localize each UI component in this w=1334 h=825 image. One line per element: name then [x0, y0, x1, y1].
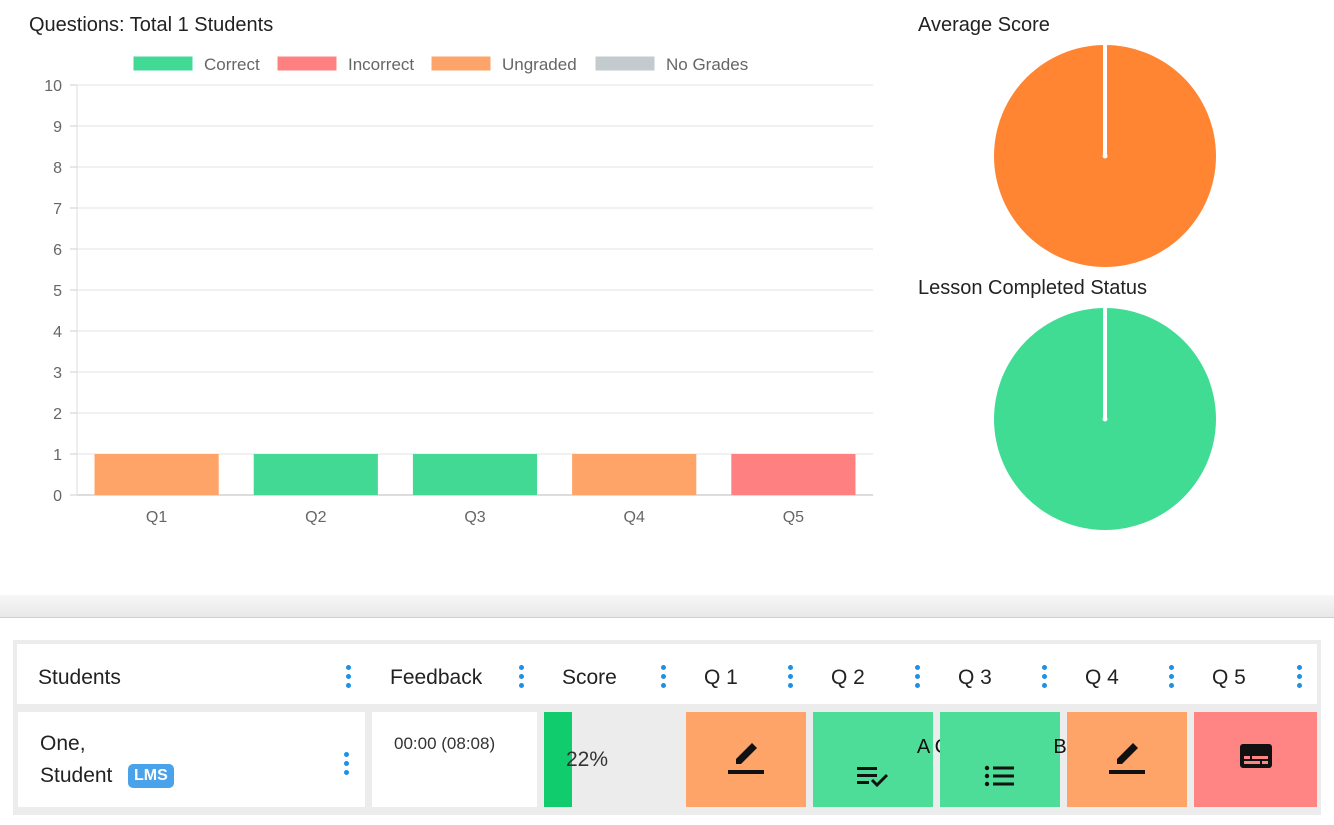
header-score[interactable]: Score [539, 644, 685, 704]
legend-label-incorrect: Incorrect [348, 55, 414, 74]
score-menu-icon[interactable] [661, 665, 667, 689]
score-value: 22% [566, 748, 609, 771]
student-last-name: One, [40, 732, 86, 755]
bar-q2 [253, 454, 378, 495]
q2-answer-cell[interactable]: A C [813, 712, 949, 807]
header-feedback[interactable]: Feedback [367, 644, 539, 704]
header-q1-label: Q 1 [704, 666, 738, 689]
feedback-time: 00:00 (08:08) [394, 734, 496, 753]
legend-label-correct: Correct [204, 55, 260, 74]
legend-swatch-correct [132, 55, 194, 72]
q5-menu-icon[interactable] [1297, 665, 1303, 689]
ytick-label-4: 4 [53, 324, 62, 341]
ytick-label-8: 8 [53, 160, 62, 177]
chart-title: Questions: Total 1 Students [29, 14, 274, 36]
bar-q1 [94, 454, 219, 495]
q1-answer-cell[interactable] [686, 712, 806, 807]
legend-label-ungraded: Ungraded [502, 55, 577, 74]
bar-q4 [572, 454, 697, 495]
lesson-completed-pie [994, 308, 1216, 530]
average-score-title: Average Score [918, 14, 1050, 36]
list-icon [984, 765, 1014, 787]
header-q2-label: Q 2 [831, 666, 865, 689]
header-q4[interactable]: Q 4 [1066, 644, 1193, 704]
ytick-label-9: 9 [53, 119, 62, 136]
ytick-label-0: 0 [53, 488, 62, 505]
header-q5[interactable]: Q 5 [1193, 644, 1317, 704]
xtick-label-q3: Q3 [464, 509, 485, 526]
header-feedback-label: Feedback [390, 666, 483, 689]
ytick-label-2: 2 [53, 406, 62, 423]
feedback-cell[interactable]: 00:00 (08:08) [372, 712, 537, 807]
pencil-icon [728, 743, 764, 774]
q1-menu-icon[interactable] [788, 665, 794, 689]
xtick-label-q5: Q5 [783, 509, 804, 526]
pencil-icon [1109, 743, 1145, 774]
xtick-label-q4: Q4 [624, 509, 645, 526]
students-grid: Students Feedback Score Q 1 Q 2 Q 3 Q 4 … [13, 640, 1321, 815]
ytick-label-7: 7 [53, 201, 62, 218]
q2-menu-icon[interactable] [915, 665, 921, 689]
ytick-label-10: 10 [44, 78, 62, 95]
score-progress-bar [544, 712, 572, 807]
checklist-icon [857, 767, 889, 788]
students-menu-icon[interactable] [346, 665, 352, 689]
header-q3-label: Q 3 [958, 666, 992, 689]
section-divider [0, 595, 1334, 618]
ytick-label-3: 3 [53, 365, 62, 382]
xtick-label-q1: Q1 [146, 509, 167, 526]
xtick-label-q2: Q2 [305, 509, 326, 526]
header-q1[interactable]: Q 1 [685, 644, 812, 704]
student-menu-icon[interactable] [344, 752, 350, 776]
q3-answer-cell[interactable]: B [940, 712, 1067, 807]
score-cell[interactable]: 22% [544, 712, 681, 807]
legend-swatch-no-grades [594, 55, 656, 72]
legend-swatch-ungraded [430, 55, 492, 72]
q3-menu-icon[interactable] [1042, 665, 1048, 689]
header-q2[interactable]: Q 2 [812, 644, 939, 704]
subtitles-icon [1239, 744, 1272, 768]
bar-q5 [731, 454, 856, 495]
q5-answer-cell[interactable] [1194, 712, 1317, 807]
legend-label-no-grades: No Grades [666, 55, 748, 74]
ytick-label-1: 1 [53, 447, 62, 464]
average-score-pie [994, 45, 1216, 267]
header-q4-label: Q 4 [1085, 666, 1119, 689]
lms-badge: LMS [128, 764, 174, 788]
bar-q3 [412, 454, 538, 495]
bar-chart: Correct Incorrect Ungraded No Grades 0 1 2 3 4 5 6… [44, 55, 873, 526]
lesson-completed-title: Lesson Completed Status [918, 277, 1148, 299]
student-cell[interactable]: One, Student LMS [18, 712, 365, 807]
ytick-label-6: 6 [53, 242, 62, 259]
ytick-label-5: 5 [53, 283, 62, 300]
feedback-menu-icon[interactable] [519, 665, 525, 689]
header-score-label: Score [562, 666, 617, 689]
header-q5-label: Q 5 [1212, 666, 1246, 689]
header-students[interactable]: Students [17, 644, 367, 704]
q3-answer-text: B [1053, 736, 1067, 758]
header-q3[interactable]: Q 3 [939, 644, 1066, 704]
student-first-name: Student [40, 764, 113, 787]
q4-answer-cell[interactable] [1067, 712, 1187, 807]
q4-menu-icon[interactable] [1169, 665, 1175, 689]
legend-swatch-incorrect [276, 55, 338, 72]
header-students-label: Students [38, 666, 121, 689]
